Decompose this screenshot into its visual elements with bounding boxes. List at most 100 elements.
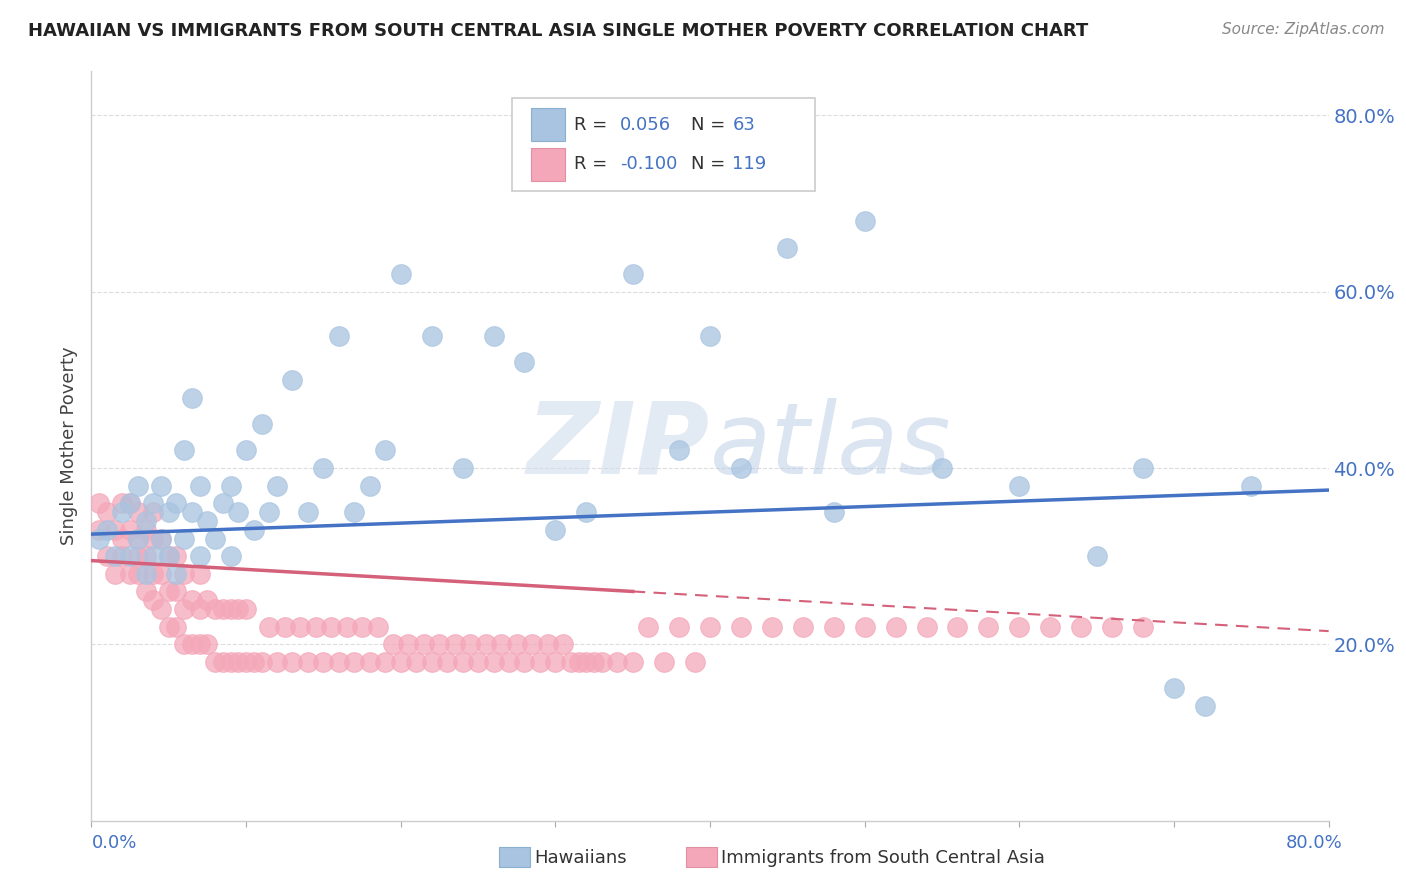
Point bbox=[297, 505, 319, 519]
Point bbox=[96, 505, 118, 519]
Point bbox=[142, 566, 165, 581]
Point bbox=[149, 602, 172, 616]
Point bbox=[513, 355, 536, 369]
Point bbox=[458, 637, 481, 651]
Point bbox=[529, 655, 551, 669]
Point bbox=[436, 655, 458, 669]
Point bbox=[87, 532, 111, 546]
Point bbox=[1163, 681, 1185, 696]
Text: N =: N = bbox=[692, 116, 725, 134]
Point bbox=[157, 549, 180, 564]
Point bbox=[520, 637, 543, 651]
Point bbox=[946, 620, 969, 634]
Point bbox=[87, 496, 111, 510]
Point bbox=[111, 532, 134, 546]
Point bbox=[166, 566, 188, 581]
Point bbox=[591, 655, 613, 669]
Point bbox=[149, 532, 172, 546]
Point bbox=[328, 655, 350, 669]
Point bbox=[1132, 620, 1154, 634]
Point bbox=[420, 328, 443, 343]
Point bbox=[180, 505, 202, 519]
Point bbox=[699, 620, 721, 634]
Point bbox=[96, 549, 118, 564]
Point bbox=[204, 602, 226, 616]
Point bbox=[149, 566, 172, 581]
Point bbox=[127, 505, 149, 519]
Point bbox=[142, 496, 165, 510]
Point bbox=[451, 655, 474, 669]
Point bbox=[637, 620, 659, 634]
Point bbox=[544, 523, 567, 537]
Point bbox=[149, 478, 172, 492]
Point bbox=[188, 602, 211, 616]
Point bbox=[730, 620, 752, 634]
Point bbox=[195, 637, 219, 651]
Point bbox=[498, 655, 520, 669]
Point bbox=[111, 505, 134, 519]
Point bbox=[792, 620, 814, 634]
Point bbox=[127, 549, 149, 564]
Text: R =: R = bbox=[574, 116, 607, 134]
Point bbox=[157, 549, 180, 564]
Point bbox=[257, 505, 280, 519]
Point bbox=[120, 523, 141, 537]
Point bbox=[166, 620, 188, 634]
Point bbox=[350, 620, 373, 634]
Point bbox=[104, 566, 127, 581]
Point bbox=[166, 584, 188, 599]
Point bbox=[188, 478, 211, 492]
Point bbox=[582, 655, 605, 669]
Point bbox=[1132, 461, 1154, 475]
Point bbox=[219, 655, 242, 669]
Point bbox=[120, 549, 141, 564]
Text: HAWAIIAN VS IMMIGRANTS FROM SOUTH CENTRAL ASIA SINGLE MOTHER POVERTY CORRELATION: HAWAIIAN VS IMMIGRANTS FROM SOUTH CENTRA… bbox=[28, 22, 1088, 40]
Point bbox=[127, 532, 149, 546]
Point bbox=[536, 637, 558, 651]
Point bbox=[250, 655, 273, 669]
Point bbox=[467, 655, 489, 669]
Point bbox=[575, 505, 598, 519]
Point bbox=[374, 655, 396, 669]
Point bbox=[427, 637, 450, 651]
Point bbox=[135, 566, 156, 581]
FancyBboxPatch shape bbox=[530, 108, 565, 141]
Point bbox=[1008, 620, 1031, 634]
Text: 63: 63 bbox=[733, 116, 755, 134]
Point bbox=[127, 478, 149, 492]
Text: Immigrants from South Central Asia: Immigrants from South Central Asia bbox=[721, 849, 1045, 867]
Point bbox=[544, 655, 567, 669]
FancyBboxPatch shape bbox=[530, 148, 565, 180]
Text: 80.0%: 80.0% bbox=[1286, 834, 1343, 852]
Point bbox=[235, 602, 257, 616]
Point bbox=[188, 566, 211, 581]
Point bbox=[127, 532, 149, 546]
Text: 0.056: 0.056 bbox=[620, 116, 671, 134]
Text: 119: 119 bbox=[733, 155, 766, 173]
Point bbox=[173, 443, 195, 458]
Point bbox=[180, 593, 202, 607]
Text: 0.0%: 0.0% bbox=[91, 834, 136, 852]
Point bbox=[235, 655, 257, 669]
FancyBboxPatch shape bbox=[512, 97, 815, 191]
Point bbox=[273, 620, 295, 634]
Point bbox=[621, 267, 644, 281]
Point bbox=[96, 523, 118, 537]
Point bbox=[211, 602, 233, 616]
Point bbox=[120, 566, 141, 581]
Point bbox=[173, 566, 195, 581]
Point bbox=[250, 417, 273, 431]
Point bbox=[312, 461, 335, 475]
Point bbox=[513, 655, 536, 669]
Point bbox=[219, 478, 242, 492]
Point bbox=[853, 214, 876, 228]
Point bbox=[226, 602, 250, 616]
Point bbox=[104, 549, 127, 564]
Point bbox=[359, 655, 381, 669]
Text: -0.100: -0.100 bbox=[620, 155, 678, 173]
Point bbox=[823, 620, 845, 634]
Point bbox=[304, 620, 326, 634]
Point bbox=[343, 505, 366, 519]
Point bbox=[575, 655, 598, 669]
Text: Source: ZipAtlas.com: Source: ZipAtlas.com bbox=[1222, 22, 1385, 37]
